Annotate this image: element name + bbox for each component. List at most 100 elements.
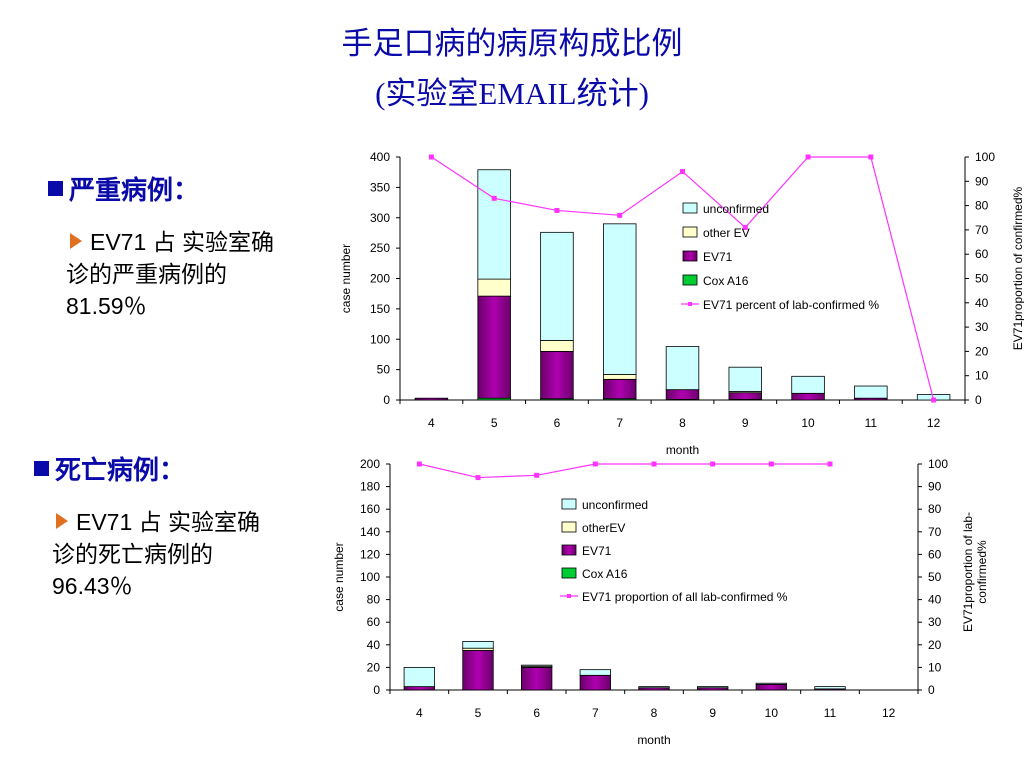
x-tick-label: 6 xyxy=(554,416,561,430)
legend-label-line: EV71 proportion of all lab-confirmed % xyxy=(582,590,788,604)
legend-label-ev71: EV71 xyxy=(582,544,612,558)
legend-label-other_ev: otherEV xyxy=(582,521,625,535)
y2-tick-label: 0 xyxy=(975,393,982,407)
y-tick-label: 160 xyxy=(360,502,380,516)
y2-tick-label: 50 xyxy=(928,570,942,584)
line-point xyxy=(534,472,540,478)
x-tick-label: 4 xyxy=(416,706,423,720)
legend-line-marker xyxy=(567,594,571,598)
y-tick-label: 400 xyxy=(370,150,390,164)
y2-tick-label: 100 xyxy=(928,457,948,471)
bar-unconfirmed-8 xyxy=(665,346,700,391)
y-tick-label: 250 xyxy=(370,241,390,255)
bar-unconfirmed-9 xyxy=(728,366,763,392)
bar-unconfirmed-10 xyxy=(791,375,825,394)
y-tick-label: 120 xyxy=(360,547,380,561)
y2-tick-label: 30 xyxy=(928,615,942,629)
y2-tick-label: 100 xyxy=(975,150,995,164)
ev71-percent-line xyxy=(419,463,830,479)
x-tick-label: 4 xyxy=(428,416,435,430)
y-tick-label: 200 xyxy=(370,272,390,286)
line-point xyxy=(805,154,811,160)
legend-swatch-unconfirmed xyxy=(561,498,577,510)
x-axis-label: month xyxy=(666,443,699,457)
bar-ev71-7 xyxy=(579,674,611,691)
y2-axis-label: EV71proportion of confirmed% xyxy=(1011,186,1024,350)
legend-line-marker xyxy=(688,302,692,306)
bar-unconfirmed-6 xyxy=(540,231,574,341)
square-bullet-icon xyxy=(48,181,63,196)
legend-swatch-ev71 xyxy=(682,250,698,262)
severe-bullet-line1: EV71 占 实验室确 xyxy=(90,229,275,255)
line-point xyxy=(931,397,937,403)
y-tick-label: 0 xyxy=(383,393,390,407)
y-tick-label: 350 xyxy=(370,180,390,194)
y2-tick-label: 70 xyxy=(928,525,942,539)
x-tick-label: 12 xyxy=(927,416,941,430)
x-tick-label: 11 xyxy=(824,706,837,720)
line-point xyxy=(868,154,874,160)
line-point xyxy=(475,475,481,481)
y2-tick-label: 90 xyxy=(928,480,942,494)
legend-swatch-other_ev xyxy=(682,226,698,238)
y2-tick-label: 80 xyxy=(928,502,942,516)
x-tick-label: 6 xyxy=(533,706,540,720)
x-tick-label: 8 xyxy=(679,416,686,430)
legend-label-cox_a16: Cox A16 xyxy=(703,274,749,288)
square-bullet-icon xyxy=(34,461,49,476)
y2-tick-label: 70 xyxy=(975,223,989,237)
y2-tick-label: 30 xyxy=(975,320,989,334)
death-cases-bullet: EV71 占 实验室确 诊的死亡病例的 96.43％ xyxy=(52,506,260,602)
arrow-bullet-icon xyxy=(56,513,68,529)
death-cases-heading: 死亡病例： xyxy=(34,450,185,487)
severe-cases-heading: 严重病例： xyxy=(48,170,199,207)
bar-unconfirmed-9 xyxy=(697,686,729,689)
y-tick-label: 40 xyxy=(367,638,381,652)
y2-tick-label: 50 xyxy=(975,272,989,286)
y-tick-label: 20 xyxy=(367,660,381,674)
legend-label-ev71: EV71 xyxy=(703,250,733,264)
bar-ev71-4 xyxy=(403,686,435,691)
death-bullet-line2: 诊的死亡病例的 xyxy=(52,541,213,567)
bar-unconfirmed-8 xyxy=(638,686,670,689)
x-tick-label: 7 xyxy=(616,416,623,430)
line-point xyxy=(742,224,748,230)
line-point xyxy=(680,169,685,175)
legend-label-line: EV71 percent of lab-confirmed % xyxy=(703,298,879,312)
y-tick-label: 0 xyxy=(373,683,380,697)
y2-tick-label: 80 xyxy=(975,199,989,213)
x-tick-label: 12 xyxy=(882,706,896,720)
y-tick-label: 60 xyxy=(367,615,381,629)
severe-cases-bullet: EV71 占 实验室确 诊的严重病例的 81.59％ xyxy=(66,226,274,322)
x-tick-label: 8 xyxy=(651,706,658,720)
legend-label-other_ev: other EV xyxy=(703,226,750,240)
bar-unconfirmed-4 xyxy=(403,667,435,688)
line-point xyxy=(491,195,497,201)
y2-tick-label: 10 xyxy=(975,369,989,383)
line-point xyxy=(554,207,560,213)
bar-unconfirmed-6 xyxy=(521,664,553,667)
arrow-bullet-icon xyxy=(70,233,82,249)
bar-ev71-4 xyxy=(414,397,449,401)
x-tick-label: 5 xyxy=(491,416,498,430)
y2-tick-label: 40 xyxy=(975,296,989,310)
bar-unconfirmed-11 xyxy=(854,385,888,399)
bar-ev71-10 xyxy=(755,683,787,691)
line-point xyxy=(768,461,774,467)
y-tick-label: 140 xyxy=(360,525,380,539)
y-tick-label: 80 xyxy=(367,593,381,607)
line-point xyxy=(617,212,623,218)
legend-swatch-ev71 xyxy=(561,544,577,556)
legend-swatch-cox_a16 xyxy=(682,274,698,286)
severe-bullet-line3: 81.59％ xyxy=(66,293,147,319)
y-tick-label: 300 xyxy=(370,211,390,225)
y-tick-label: 100 xyxy=(370,332,390,346)
bar-unconfirmed-7 xyxy=(579,669,611,676)
y-tick-label: 50 xyxy=(377,363,391,377)
page-subtitle: (实验室EMAIL统计) xyxy=(375,76,649,111)
y2-axis-label: EV71proportion of lab-confirmed% xyxy=(961,512,989,632)
bar-ev71-5 xyxy=(462,650,494,691)
line-point xyxy=(416,461,422,467)
legend-swatch-unconfirmed xyxy=(682,202,698,214)
